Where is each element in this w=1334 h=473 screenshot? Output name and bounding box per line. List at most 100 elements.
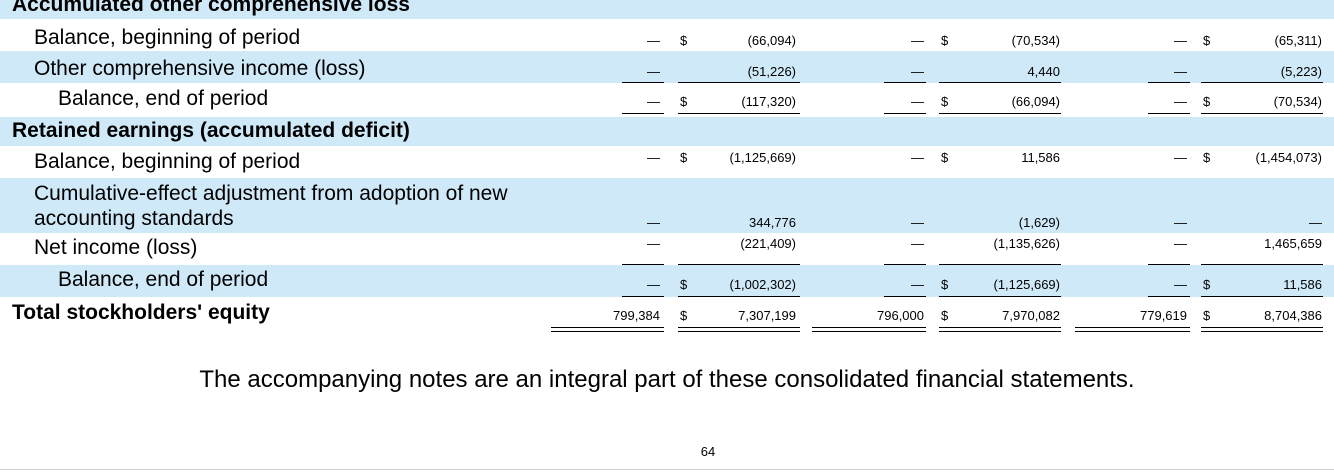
currency-symbol: $ xyxy=(680,94,688,109)
cell-shares: — xyxy=(1174,64,1187,79)
cell-shares: — xyxy=(647,150,660,165)
cell-amount: (221,409) xyxy=(740,236,796,251)
cell-shares: — xyxy=(1174,277,1187,292)
cell-shares: — xyxy=(647,215,660,230)
underline xyxy=(1148,82,1190,83)
cell-shares: — xyxy=(911,150,924,165)
currency-symbol: $ xyxy=(941,150,949,165)
underline xyxy=(884,264,926,265)
underline xyxy=(884,82,926,83)
cell-shares: — xyxy=(911,33,924,48)
currency-symbol: $ xyxy=(680,150,688,165)
currency-symbol: $ xyxy=(1203,94,1211,109)
cell-amount: (51,226) xyxy=(747,64,796,79)
cell-amount: (1,125,669) xyxy=(993,277,1061,292)
cell-amount: 11,586 xyxy=(1021,150,1060,165)
section-header-retained-earnings: Retained earnings (accumulated deficit) xyxy=(0,117,1334,146)
underline xyxy=(678,296,800,297)
table-row: Balance, beginning of period — $ (1,125,… xyxy=(0,146,1334,178)
cell-shares: — xyxy=(1174,215,1187,230)
table-row: Cumulative-effect adjustment from adopti… xyxy=(0,178,1334,233)
row-label: Balance, end of period xyxy=(58,268,269,291)
currency-symbol: $ xyxy=(941,277,949,292)
cell-shares: — xyxy=(647,277,660,292)
underline xyxy=(622,264,664,265)
table-row: Balance, beginning of period — $ (66,094… xyxy=(0,19,1334,51)
cell-amount: (1,454,073) xyxy=(1255,150,1323,165)
underline xyxy=(1201,296,1323,297)
footnote: The accompanying notes are an integral p… xyxy=(199,366,1135,393)
table-row: Balance, end of period — $ (117,320) — $… xyxy=(0,83,1334,116)
cell-shares: — xyxy=(911,236,924,251)
cell-amount: 7,970,082 xyxy=(1002,308,1060,323)
cell-shares: 796,000 xyxy=(877,308,924,323)
table-row-total: Total stockholders' equity 799,384 $ 7,3… xyxy=(0,297,1334,329)
cell-amount: 11,586 xyxy=(1283,277,1322,292)
underline xyxy=(1201,82,1323,83)
underline xyxy=(939,82,1061,83)
section-title: Retained earnings (accumulated deficit) xyxy=(12,119,410,142)
cell-amount: (66,094) xyxy=(1011,94,1060,109)
cell-amount: (70,534) xyxy=(1273,94,1322,109)
cell-shares: — xyxy=(647,33,660,48)
cell-amount: (1,125,669) xyxy=(729,150,797,165)
cell-shares: — xyxy=(911,64,924,79)
cell-shares: — xyxy=(911,215,924,230)
underline xyxy=(939,264,1061,265)
cell-shares: 779,619 xyxy=(1140,308,1187,323)
cell-amount: (117,320) xyxy=(741,94,796,109)
cell-shares: — xyxy=(1174,33,1187,48)
underline xyxy=(1148,296,1190,297)
cell-amount: 8,704,386 xyxy=(1264,308,1322,323)
cell-amount: 1,465,659 xyxy=(1264,236,1322,251)
row-label: Balance, beginning of period xyxy=(34,26,301,49)
row-label: Net income (loss) xyxy=(34,236,198,259)
currency-symbol: $ xyxy=(680,308,688,323)
underline xyxy=(1148,264,1190,265)
cell-shares: — xyxy=(911,277,924,292)
table-row: Other comprehensive income (loss) — (51,… xyxy=(0,51,1334,83)
cell-amount: 7,307,199 xyxy=(738,308,796,323)
currency-symbol: $ xyxy=(1203,150,1211,165)
double-underline xyxy=(551,327,664,332)
cell-amount: (1,629) xyxy=(1018,215,1060,230)
cell-shares: — xyxy=(1174,236,1187,251)
cell-shares: — xyxy=(1174,94,1187,109)
underline xyxy=(1201,264,1323,265)
cell-shares: — xyxy=(647,94,660,109)
currency-symbol: $ xyxy=(1203,308,1211,323)
cell-shares: — xyxy=(1174,150,1187,165)
row-label: Balance, beginning of period xyxy=(34,150,301,173)
cell-shares: — xyxy=(647,236,660,251)
cell-shares: 799,384 xyxy=(613,308,660,323)
currency-symbol: $ xyxy=(1203,33,1211,48)
cell-amount: (1,135,626) xyxy=(993,236,1061,251)
currency-symbol: $ xyxy=(1203,277,1211,292)
underline xyxy=(939,296,1061,297)
currency-symbol: $ xyxy=(680,277,688,292)
cell-amount: 344,776 xyxy=(749,215,796,230)
table-row: Net income (loss) — (221,409) — (1,135,6… xyxy=(0,233,1334,265)
section-title: Accumulated other comprehensive loss xyxy=(12,0,410,16)
row-label: Cumulative-effect adjustment from adopti… xyxy=(34,182,508,230)
currency-symbol: $ xyxy=(941,94,949,109)
double-underline xyxy=(939,327,1061,332)
row-label: Total stockholders' equity xyxy=(12,301,270,324)
cell-amount: (65,311) xyxy=(1274,33,1322,48)
section-header-aoci: Accumulated other comprehensive loss xyxy=(0,0,1334,19)
cell-amount: (5,223) xyxy=(1280,64,1322,79)
cell-amount: — xyxy=(1309,215,1322,230)
page-number: 64 xyxy=(700,444,716,459)
cell-shares: — xyxy=(647,64,660,79)
row-label: Other comprehensive income (loss) xyxy=(34,57,366,80)
underline xyxy=(622,82,664,83)
footer-divider xyxy=(0,469,1334,470)
double-underline xyxy=(678,327,800,332)
cell-amount: (1,002,302) xyxy=(729,277,797,292)
double-underline xyxy=(1075,327,1190,332)
row-label: Balance, end of period xyxy=(58,87,269,110)
currency-symbol: $ xyxy=(941,33,949,48)
cell-amount: 4,440 xyxy=(1027,64,1060,79)
currency-symbol: $ xyxy=(941,308,949,323)
cell-amount: (66,094) xyxy=(747,33,796,48)
